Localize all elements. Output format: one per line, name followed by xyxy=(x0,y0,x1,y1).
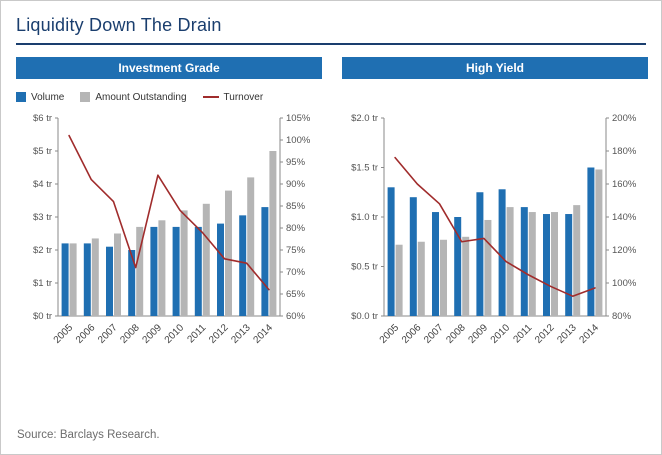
svg-text:2006: 2006 xyxy=(400,322,424,346)
legend-label-amount-outstanding: Amount Outstanding xyxy=(95,91,187,103)
svg-text:200%: 200% xyxy=(612,113,637,124)
svg-text:2012: 2012 xyxy=(533,322,557,346)
svg-text:$6 tr: $6 tr xyxy=(33,113,52,124)
svg-text:75%: 75% xyxy=(286,245,306,256)
svg-text:$2 tr: $2 tr xyxy=(33,245,52,256)
high-yield-chart: $0.0 tr $0.5 tr $1.0 tr $1.5 tr $2.0 tr 80% 10… xyxy=(351,113,637,346)
svg-text:80%: 80% xyxy=(612,311,632,322)
svg-text:2011: 2011 xyxy=(185,322,208,345)
svg-text:2014: 2014 xyxy=(252,322,276,346)
svg-text:105%: 105% xyxy=(286,113,311,124)
svg-text:$2.0 tr: $2.0 tr xyxy=(351,113,378,124)
svg-text:2008: 2008 xyxy=(118,322,142,346)
svg-text:$3 tr: $3 tr xyxy=(33,212,52,223)
page-title: Liquidity Down The Drain xyxy=(16,15,222,35)
svg-text:2006: 2006 xyxy=(74,322,98,346)
legend-label-volume: Volume xyxy=(31,91,65,103)
svg-text:80%: 80% xyxy=(286,223,306,234)
investment-grade-header: Investment Grade xyxy=(16,57,322,79)
legend-spacer xyxy=(342,88,648,106)
svg-text:60%: 60% xyxy=(286,311,306,322)
svg-text:2013: 2013 xyxy=(229,322,253,346)
chart-legend: Volume Amount Outstanding Turnover xyxy=(16,88,322,106)
svg-text:$4 tr: $4 tr xyxy=(33,179,52,190)
svg-text:160%: 160% xyxy=(612,179,637,190)
svg-text:$0.0 tr: $0.0 tr xyxy=(351,311,378,322)
svg-text:70%: 70% xyxy=(286,267,306,278)
svg-text:$1.0 tr: $1.0 tr xyxy=(351,212,378,223)
high-yield-panel: High Yield $0.0 tr $0.5 tr $1.0 tr $1.5 tr $… xyxy=(342,57,648,390)
svg-text:85%: 85% xyxy=(286,201,306,212)
chart-panels: Investment Grade Volume Amount Outstandi… xyxy=(16,57,648,390)
svg-text:2007: 2007 xyxy=(422,322,446,346)
amount-outstanding-swatch-icon xyxy=(80,92,91,102)
svg-text:$0 tr: $0 tr xyxy=(33,311,52,322)
svg-text:180%: 180% xyxy=(612,146,637,157)
svg-text:2005: 2005 xyxy=(52,322,76,346)
svg-text:2010: 2010 xyxy=(163,322,187,346)
svg-text:2009: 2009 xyxy=(141,322,165,346)
svg-text:$5 tr: $5 tr xyxy=(33,146,52,157)
investment-grade-panel: Investment Grade Volume Amount Outstandi… xyxy=(16,57,322,390)
investment-grade-chart: $0 tr $1 tr $2 tr $3 tr $4 tr $5 tr $6 tr 60% 65… xyxy=(33,113,311,346)
title-divider xyxy=(16,43,646,45)
svg-text:2005: 2005 xyxy=(378,322,402,346)
svg-text:2007: 2007 xyxy=(96,322,120,346)
legend-item-volume: Volume xyxy=(16,92,64,103)
svg-text:2012: 2012 xyxy=(207,322,231,346)
svg-text:2008: 2008 xyxy=(444,322,468,346)
svg-text:100%: 100% xyxy=(612,278,637,289)
svg-text:2011: 2011 xyxy=(511,322,534,345)
svg-text:$1.5 tr: $1.5 tr xyxy=(351,163,378,174)
svg-text:65%: 65% xyxy=(286,289,306,300)
svg-text:90%: 90% xyxy=(286,179,306,190)
svg-text:2014: 2014 xyxy=(578,322,602,346)
svg-text:$1 tr: $1 tr xyxy=(33,278,52,289)
high-yield-header: High Yield xyxy=(342,57,648,79)
source-note: Source: Barclays Research. xyxy=(17,429,160,441)
svg-text:140%: 140% xyxy=(612,212,637,223)
svg-text:2010: 2010 xyxy=(489,322,513,346)
turnover-line-icon xyxy=(202,96,219,98)
svg-text:100%: 100% xyxy=(286,135,311,146)
svg-text:$0.5 tr: $0.5 tr xyxy=(351,262,378,273)
legend-item-turnover: Turnover xyxy=(202,91,264,103)
svg-text:2009: 2009 xyxy=(467,322,491,346)
svg-text:120%: 120% xyxy=(612,245,637,256)
volume-swatch-icon xyxy=(16,92,26,102)
legend-item-amount-outstanding: Amount Outstanding xyxy=(80,91,187,103)
svg-text:2013: 2013 xyxy=(555,322,579,346)
legend-label-turnover: Turnover xyxy=(223,91,264,103)
svg-text:95%: 95% xyxy=(286,157,306,168)
